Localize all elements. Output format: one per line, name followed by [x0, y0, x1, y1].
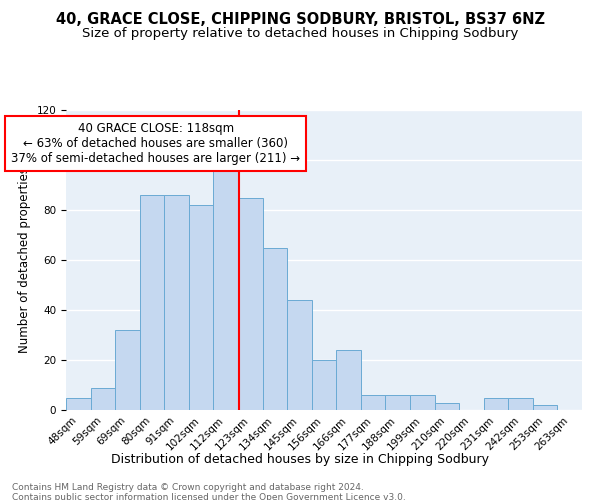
- Text: Contains HM Land Registry data © Crown copyright and database right 2024.: Contains HM Land Registry data © Crown c…: [12, 482, 364, 492]
- Bar: [484, 398, 508, 410]
- Bar: [312, 360, 336, 410]
- Bar: [508, 398, 533, 410]
- Bar: [140, 195, 164, 410]
- Bar: [189, 205, 214, 410]
- Bar: [533, 405, 557, 410]
- Bar: [361, 395, 385, 410]
- Text: 40, GRACE CLOSE, CHIPPING SODBURY, BRISTOL, BS37 6NZ: 40, GRACE CLOSE, CHIPPING SODBURY, BRIST…: [56, 12, 545, 28]
- Bar: [214, 165, 238, 410]
- Bar: [238, 198, 263, 410]
- Text: 40 GRACE CLOSE: 118sqm
← 63% of detached houses are smaller (360)
37% of semi-de: 40 GRACE CLOSE: 118sqm ← 63% of detached…: [11, 122, 300, 165]
- Y-axis label: Number of detached properties: Number of detached properties: [18, 167, 31, 353]
- Bar: [434, 402, 459, 410]
- Bar: [263, 248, 287, 410]
- Bar: [115, 330, 140, 410]
- Bar: [410, 395, 434, 410]
- Bar: [164, 195, 189, 410]
- Bar: [66, 398, 91, 410]
- Bar: [91, 388, 115, 410]
- Text: Contains public sector information licensed under the Open Government Licence v3: Contains public sector information licen…: [12, 492, 406, 500]
- Text: Distribution of detached houses by size in Chipping Sodbury: Distribution of detached houses by size …: [111, 452, 489, 466]
- Bar: [385, 395, 410, 410]
- Text: Size of property relative to detached houses in Chipping Sodbury: Size of property relative to detached ho…: [82, 28, 518, 40]
- Bar: [336, 350, 361, 410]
- Bar: [287, 300, 312, 410]
